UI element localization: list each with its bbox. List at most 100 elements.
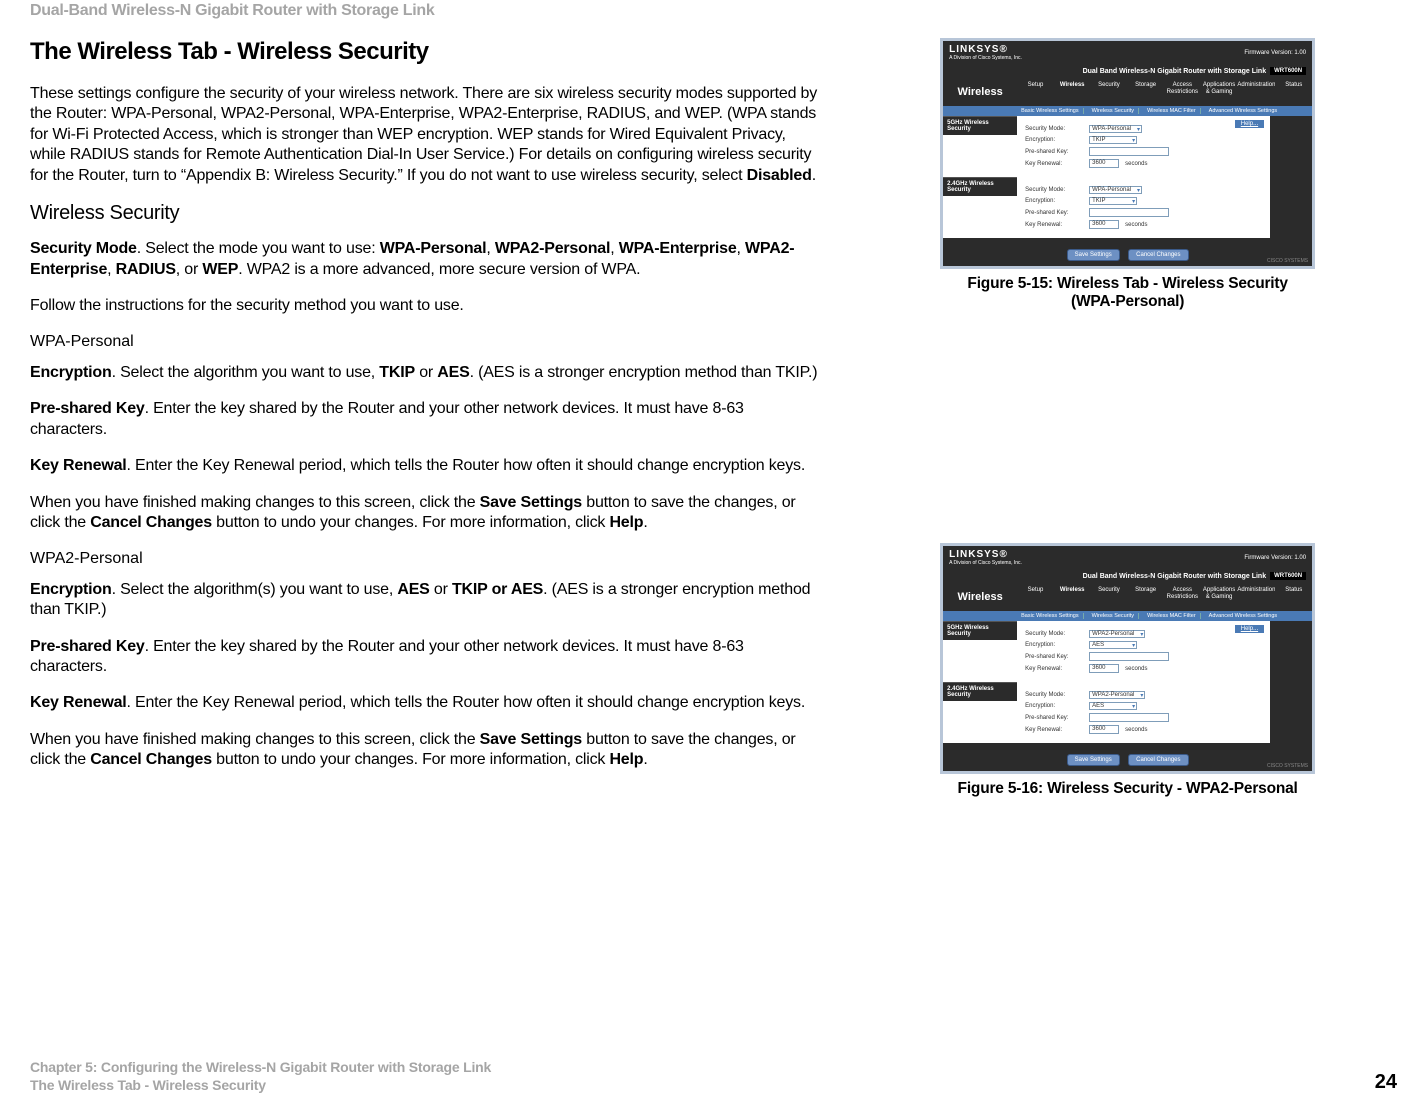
c5: , or [176,261,203,278]
button-row: Save Settings Cancel Changes CISCO SYSTE… [943,238,1312,266]
page-footer: Chapter 5: Configuring the Wireless-N Gi… [30,1058,1397,1094]
input-kr-24b[interactable]: 3600 [1089,725,1119,734]
tab-apps-2[interactable]: Applications & Gaming [1201,583,1238,611]
help-link-2[interactable]: Help... [1235,625,1264,633]
tab-admin-2[interactable]: Administration [1237,583,1275,611]
secmode-t1: . Select the mode you want to use: [137,240,380,257]
tab-setup-2[interactable]: Setup [1017,583,1054,611]
ui-banner: Dual Band Wireless-N Gigabit Router with… [1083,68,1267,75]
save-para-1: When you have finished making changes to… [30,493,818,534]
figure-5-15: LINKSYS® A Division of Cisco Systems, In… [858,38,1397,311]
subtab-basic[interactable]: Basic Wireless Settings [1017,108,1083,114]
tab-status-2[interactable]: Status [1275,583,1312,611]
tab-admin[interactable]: Administration [1237,78,1275,106]
sp1b: When you have finished making changes to… [30,731,480,748]
subtab-mac[interactable]: Wireless MAC Filter [1143,108,1201,114]
subtab-security-2[interactable]: Wireless Security [1088,613,1139,619]
main-columns: The Wireless Tab - Wireless Security The… [30,38,1397,798]
psk2-label: Pre-shared Key [30,638,145,655]
subtab-adv-2[interactable]: Advanced Wireless Settings [1205,613,1281,619]
enc2-or: or [430,581,452,598]
tab-wireless-2[interactable]: Wireless [1054,583,1091,611]
sp1: When you have finished making changes to… [30,494,480,511]
kr2-para: Key Renewal. Enter the Key Renewal perio… [30,693,818,713]
save-settings-button-2[interactable]: Save Settings [1067,754,1120,766]
subtab-mac-2[interactable]: Wireless MAC Filter [1143,613,1201,619]
content-24ghz-2: Security Mode:WPA2-Personal Encryption:A… [1017,682,1270,743]
lbl-kr2: Key Renewal: [1025,222,1083,228]
enc-b2: AES [437,364,469,381]
tab-storage[interactable]: Storage [1127,78,1164,106]
ui-form-area: 5GHz Wireless Security Help... Security … [943,116,1270,238]
select-secmode-24b[interactable]: WPA2-Personal [1089,691,1145,699]
tab-storage-2[interactable]: Storage [1127,583,1164,611]
select-enc-5[interactable]: TKIP [1089,136,1137,144]
tab-wireless[interactable]: Wireless [1054,78,1091,106]
page-number: 24 [1375,1071,1397,1094]
tab-security[interactable]: Security [1091,78,1128,106]
page-title: The Wireless Tab - Wireless Security [30,38,818,66]
select-enc-24b[interactable]: AES [1089,702,1137,710]
ui-topbar: LINKSYS® A Division of Cisco Systems, In… [943,41,1312,64]
footer-left: Chapter 5: Configuring the Wireless-N Gi… [30,1058,491,1094]
tab-apps[interactable]: Applications & Gaming [1201,78,1238,106]
tab-status[interactable]: Status [1275,78,1312,106]
security-mode-para: Security Mode. Select the mode you want … [30,239,818,280]
figure-5-16: LINKSYS® A Division of Cisco Systems, In… [858,543,1397,798]
subtab-adv[interactable]: Advanced Wireless Settings [1205,108,1281,114]
sp4: . [643,514,647,531]
save-settings-button[interactable]: Save Settings [1067,249,1120,261]
subtab-security[interactable]: Wireless Security [1088,108,1139,114]
tab-setup[interactable]: Setup [1017,78,1054,106]
select-enc-24[interactable]: TKIP [1089,197,1137,205]
select-secmode-5b[interactable]: WPA2-Personal [1089,630,1145,638]
input-psk-24[interactable] [1089,208,1169,217]
side-5ghz-2: 5GHz Wireless Security [943,621,1017,640]
input-psk-5b[interactable] [1089,652,1169,661]
select-enc-5b[interactable]: AES [1089,641,1137,649]
wpa-personal-heading: WPA-Personal [30,333,818,351]
kr-label: Key Renewal [30,457,127,474]
cisco-logo: CISCO SYSTEMS [1267,258,1308,264]
lbl-kr2-b: Key Renewal: [1025,727,1083,733]
nav-tabs: Setup Wireless Security Storage Access R… [1017,78,1312,106]
kr2-text: . Enter the Key Renewal period, which te… [127,694,806,711]
ui-body: 5GHz Wireless Security Help... Security … [943,116,1312,238]
tab-security-2[interactable]: Security [1091,583,1128,611]
cancel-changes-button[interactable]: Cancel Changes [1128,249,1188,261]
input-kr-5[interactable]: 3600 [1089,159,1119,168]
tab-row: Wireless Setup Wireless Security Storage… [943,78,1312,106]
secmode-b5: RADIUS [116,261,176,278]
side-24ghz-2: 2.4GHz Wireless Security [943,682,1017,701]
product-header: Dual-Band Wireless-N Gigabit Router with… [30,0,1397,20]
subtab-basic-2[interactable]: Basic Wireless Settings [1017,613,1083,619]
tab-access[interactable]: Access Restrictions [1164,78,1201,106]
select-secmode-5[interactable]: WPA-Personal [1089,125,1142,133]
fig-5-16-caption: Figure 5-16: Wireless Security - WPA2-Pe… [858,780,1397,798]
ui-right-dark-2 [1270,621,1312,743]
model-badge: WRT600N [1270,67,1306,75]
ui-title-bar-2: Dual Band Wireless-N Gigabit Router with… [943,569,1312,583]
enc2-t: . Select the algorithm(s) you want to us… [112,581,398,598]
c4: , [107,261,116,278]
sb2: Cancel Changes [90,514,212,531]
lbl-psk2-b: Pre-shared Key: [1025,715,1083,721]
seconds2: seconds [1125,222,1147,228]
figure-column: LINKSYS® A Division of Cisco Systems, In… [858,38,1397,798]
select-secmode-24[interactable]: WPA-Personal [1089,186,1142,194]
cancel-changes-button-2[interactable]: Cancel Changes [1128,754,1188,766]
input-psk-24b[interactable] [1089,713,1169,722]
lbl-kr-b: Key Renewal: [1025,666,1083,672]
enc2-label: Encryption [30,581,112,598]
linksys-logo: LINKSYS® [949,44,1022,55]
save-para-2: When you have finished making changes to… [30,730,818,771]
tab-access-2[interactable]: Access Restrictions [1164,583,1201,611]
input-psk-5[interactable] [1089,147,1169,156]
linksys-sub: A Division of Cisco Systems, Inc. [949,55,1022,61]
help-link[interactable]: Help... [1235,120,1264,128]
intro-period: . [812,167,816,184]
input-kr-24[interactable]: 3600 [1089,220,1119,229]
ui-title-bar: Dual Band Wireless-N Gigabit Router with… [943,64,1312,78]
input-kr-5b[interactable]: 3600 [1089,664,1119,673]
enc2-b1: AES [397,581,429,598]
